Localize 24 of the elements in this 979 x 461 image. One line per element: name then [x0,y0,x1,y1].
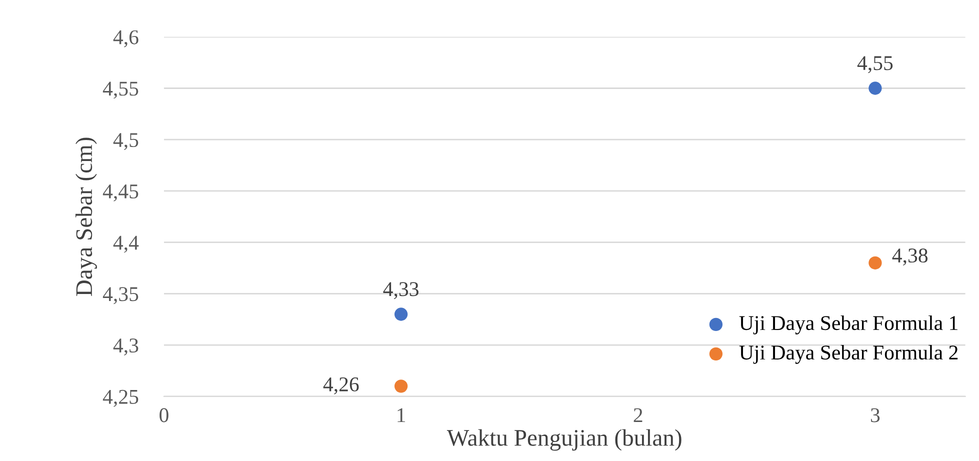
y-tick-label: 4,4 [113,236,139,253]
legend-label: Uji Daya Sebar Formula 1 [739,315,958,334]
data-label: 4,55 [857,56,893,74]
y-tick-label: 4,5 [113,133,138,150]
y-tick-label: 4,35 [102,287,138,304]
legend-label: Uji Daya Sebar Formula 2 [739,344,958,364]
point [868,82,882,95]
x-tick-label: 1 [398,408,406,422]
x-tick-label: 0 [160,408,168,422]
point [868,256,882,270]
y-tick-label: 4,55 [102,82,138,99]
point [394,380,408,393]
y-tick-label: 4,6 [113,30,138,48]
y-tick-label: 4,3 [113,338,138,356]
x-axis-title: Waktu Pengujian (bulan) [446,429,682,451]
data-label: 4,26 [323,377,359,394]
data-label: 4,38 [892,248,928,266]
x-tick-label: 3 [870,408,880,422]
y-axis-title: Daya Sebar (cm) [75,138,97,296]
y-tick-label: 4,25 [102,390,138,407]
x-tick-label: 2 [634,408,642,422]
point [394,308,408,321]
y-tick-label: 4,45 [102,184,138,202]
data-label: 4,33 [383,282,418,300]
